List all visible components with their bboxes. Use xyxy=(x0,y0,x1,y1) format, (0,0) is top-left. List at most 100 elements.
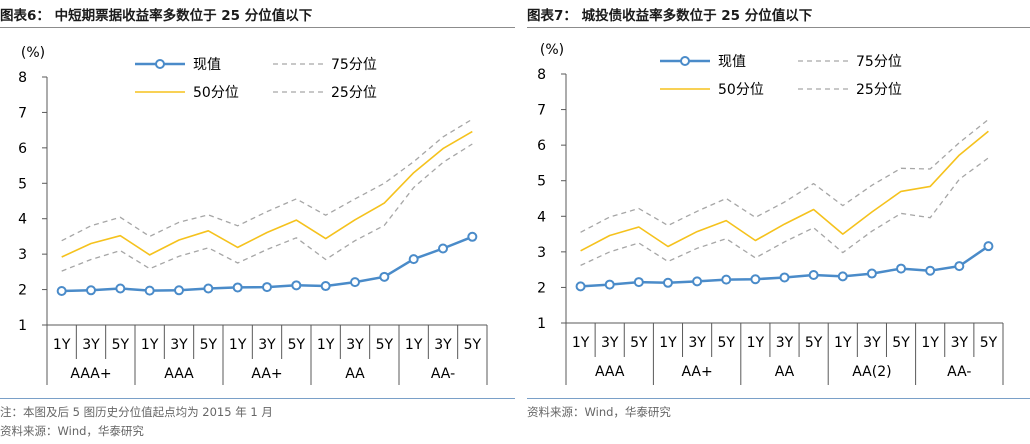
legend-label: 25分位 xyxy=(331,85,377,101)
series-line-p50 xyxy=(580,130,989,252)
title-rule xyxy=(0,27,515,28)
x-tick-label-1y: 1Y xyxy=(53,337,71,353)
data-point xyxy=(837,271,848,282)
y-tick-label: 4 xyxy=(537,209,546,225)
data-point xyxy=(232,282,243,293)
x-tick-label-3y: 3Y xyxy=(170,337,188,353)
y-tick-label: 8 xyxy=(537,67,546,83)
data-point xyxy=(291,280,302,291)
x-tick-label-1y: 1Y xyxy=(572,335,590,351)
group-label-aaa: AAA+ xyxy=(70,366,111,382)
series-line-p25 xyxy=(61,143,473,272)
group-label-aa: AA+ xyxy=(681,364,712,380)
x-tick-label-3y: 3Y xyxy=(688,335,706,351)
data-point xyxy=(662,277,673,288)
y-tick-label: 2 xyxy=(18,283,27,299)
data-point xyxy=(896,263,907,274)
group-label-aaa: AAA xyxy=(164,366,194,382)
x-tick-label-5y: 5Y xyxy=(630,335,648,351)
x-tick-label-3y: 3Y xyxy=(601,335,619,351)
y-tick-label: 2 xyxy=(537,280,546,296)
data-point xyxy=(350,277,360,288)
data-point xyxy=(983,241,994,252)
title-rule xyxy=(527,27,1030,28)
data-point xyxy=(438,243,448,254)
data-point xyxy=(575,281,586,292)
note-rule xyxy=(527,398,1030,399)
data-point xyxy=(925,265,936,276)
group-label-aa-2: AA(2) xyxy=(852,364,891,380)
data-point xyxy=(174,285,184,296)
x-tick-label-5y: 5Y xyxy=(717,335,735,351)
x-tick-label-3y: 3Y xyxy=(346,337,364,353)
x-tick-label-5y: 5Y xyxy=(980,335,998,351)
data-point xyxy=(604,279,615,290)
x-tick-label-1y: 1Y xyxy=(659,335,677,351)
data-point xyxy=(808,269,819,280)
y-tick-label: 6 xyxy=(18,141,27,157)
series-line-p75 xyxy=(61,118,473,242)
y-axis-unit: (%) xyxy=(540,42,564,58)
legend-marker xyxy=(680,56,690,66)
data-point xyxy=(203,283,214,294)
x-tick-label-5y: 5Y xyxy=(200,337,218,353)
data-point xyxy=(115,283,126,294)
source-note: 资料来源：Wind，华泰研究 xyxy=(527,405,671,419)
y-tick-label: 6 xyxy=(537,138,546,154)
x-tick-label-3y: 3Y xyxy=(434,337,452,353)
x-tick-label-1y: 1Y xyxy=(141,337,159,353)
data-point xyxy=(379,271,390,282)
data-point xyxy=(320,281,331,292)
footnote: 注：本图及后 5 图历史分位值起点均为 2015 年 1 月 xyxy=(0,405,273,419)
data-point xyxy=(86,285,96,296)
chart-panel-mtn: 图表6： 中短期票据收益率多数位于 25 分位值以下 (%) 1 2 3 4 5 6 7 8 1Y… xyxy=(0,8,515,438)
legend-label: 50分位 xyxy=(718,82,764,98)
data-point xyxy=(633,277,644,288)
data-point xyxy=(750,274,761,285)
data-point xyxy=(721,274,732,285)
legend-label: 现值 xyxy=(718,54,746,70)
x-tick-label-3y: 3Y xyxy=(82,337,100,353)
x-tick-label-5y: 5Y xyxy=(112,337,130,353)
y-tick-label: 5 xyxy=(18,176,27,192)
data-point xyxy=(144,285,155,296)
y-tick-label: 7 xyxy=(18,105,27,121)
legend-label: 25分位 xyxy=(856,82,902,98)
x-tick-label-3y: 3Y xyxy=(258,337,276,353)
legend-label: 现值 xyxy=(193,57,221,73)
figure-title: 图表7： 城投债收益率多数位于 25 分位值以下 xyxy=(527,8,813,24)
data-point xyxy=(866,268,877,279)
x-tick-label-3y: 3Y xyxy=(776,335,794,351)
y-tick-label: 7 xyxy=(537,103,546,119)
x-tick-label-5y: 5Y xyxy=(892,335,910,351)
x-tick-label-1y: 1Y xyxy=(229,337,247,353)
line-chart-mtn: (%) 1 2 3 4 5 6 7 8 1Y 3Y 5Y 1Y 3Y 5Y 1Y 3Y 5Y 1Y 3Y 5Y 1Y 3Y 5… xyxy=(18,45,488,385)
x-tick-label-5y: 5Y xyxy=(464,337,482,353)
x-tick-label-1y: 1Y xyxy=(921,335,939,351)
data-point xyxy=(692,276,703,287)
y-tick-label: 4 xyxy=(18,212,27,228)
y-tick-label: 1 xyxy=(18,318,27,334)
legend-label: 75分位 xyxy=(856,54,902,70)
group-label-aaa: AAA xyxy=(595,364,625,380)
legend-label: 75分位 xyxy=(331,57,377,73)
data-point xyxy=(779,272,790,283)
group-label-aa: AA+ xyxy=(251,366,282,382)
y-tick-label: 5 xyxy=(537,174,546,190)
figure-title: 图表6： 中短期票据收益率多数位于 25 分位值以下 xyxy=(0,8,313,24)
group-label-aa: AA- xyxy=(431,366,455,382)
series-line-p75 xyxy=(580,118,989,233)
legend-label: 50分位 xyxy=(193,85,239,101)
source-note: 资料来源：Wind，华泰研究 xyxy=(0,424,144,438)
legend-marker xyxy=(155,59,165,69)
x-tick-label-5y: 5Y xyxy=(376,337,394,353)
x-tick-label-1y: 1Y xyxy=(834,335,852,351)
data-point xyxy=(954,261,965,272)
data-point xyxy=(467,231,478,242)
group-label-aa: AA xyxy=(345,366,365,382)
group-label-aa: AA- xyxy=(947,364,971,380)
y-tick-label: 3 xyxy=(18,247,27,263)
series-line-p50 xyxy=(61,130,473,258)
series-line-p25 xyxy=(580,157,989,266)
x-tick-label-1y: 1Y xyxy=(317,337,335,353)
